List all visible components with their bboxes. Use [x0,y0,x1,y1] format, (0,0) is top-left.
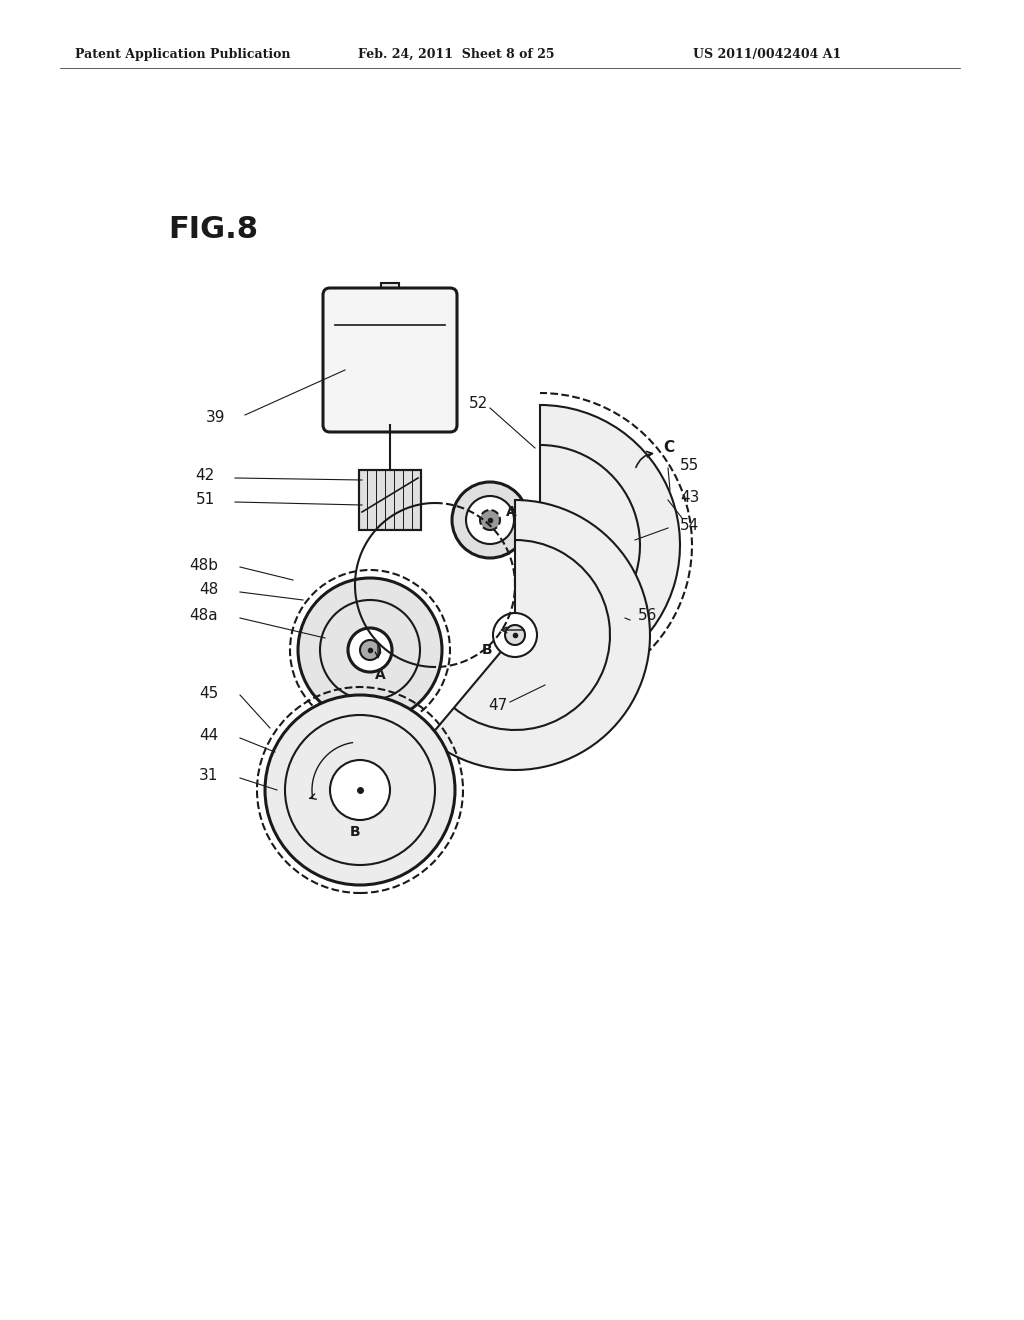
Circle shape [466,496,514,544]
Text: A: A [506,506,517,519]
Wedge shape [428,500,650,770]
Circle shape [505,624,525,645]
Text: C: C [663,440,674,454]
Text: 52: 52 [468,396,487,412]
Text: A: A [375,668,385,682]
Text: 43: 43 [680,491,699,506]
Text: 54: 54 [680,519,699,533]
Text: 51: 51 [196,492,215,507]
Circle shape [452,482,528,558]
Text: 31: 31 [199,768,218,784]
Text: Feb. 24, 2011  Sheet 8 of 25: Feb. 24, 2011 Sheet 8 of 25 [358,48,555,61]
Text: 48b: 48b [189,557,218,573]
Bar [359,470,421,531]
Text: FIG.8: FIG.8 [168,215,258,244]
Bar [373,294,407,309]
Circle shape [480,510,500,531]
Text: 47: 47 [488,697,508,713]
Text: 48a: 48a [189,609,218,623]
Text: Patent Application Publication: Patent Application Publication [75,48,291,61]
Text: 45: 45 [199,685,218,701]
Text: 48: 48 [199,582,218,598]
Circle shape [348,628,392,672]
Wedge shape [540,405,680,652]
Circle shape [330,760,390,820]
Text: 44: 44 [199,729,218,743]
Text: 55: 55 [680,458,699,474]
Text: US 2011/0042404 A1: US 2011/0042404 A1 [693,48,842,61]
Circle shape [298,578,442,722]
Text: 56: 56 [638,609,657,623]
Text: 42: 42 [196,469,215,483]
Text: B: B [481,643,493,657]
Text: 39: 39 [206,411,225,425]
Circle shape [265,696,455,884]
Bar [381,282,399,289]
Circle shape [360,640,380,660]
Bar [359,470,421,531]
Circle shape [493,612,537,657]
FancyBboxPatch shape [323,288,457,432]
Text: B: B [349,825,360,840]
